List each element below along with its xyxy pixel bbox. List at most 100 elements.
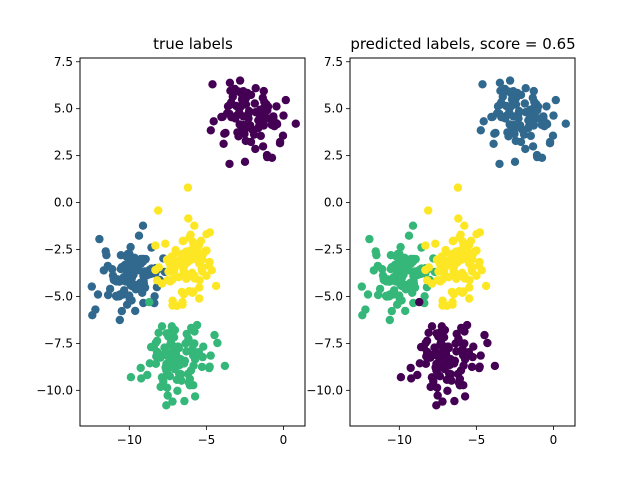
scatter-point	[185, 374, 195, 384]
scatter-point	[396, 373, 406, 382]
scatter-point	[151, 265, 160, 275]
scatter-point	[409, 279, 419, 288]
scatter-point	[156, 382, 165, 392]
scatter-point	[166, 277, 175, 286]
scatter-point	[456, 230, 465, 239]
scatter-point	[217, 112, 226, 122]
scatter-point	[192, 246, 202, 255]
scatter-point	[476, 351, 485, 360]
scatter-point	[95, 234, 104, 244]
scatter-point	[561, 119, 570, 128]
scatter-point	[460, 339, 469, 348]
scatter-point	[401, 306, 410, 316]
scatter-point	[162, 383, 172, 392]
scatter-point	[195, 283, 204, 292]
scatter-point	[102, 250, 111, 260]
scatter-point	[281, 95, 290, 105]
scatter-point	[408, 221, 418, 230]
y-tick-label: −7.5	[44, 336, 73, 350]
scatter-point	[495, 78, 505, 88]
x-tick-label: −5	[198, 433, 216, 447]
scatter-point	[258, 116, 267, 126]
scatter-point	[112, 277, 121, 286]
scatter-point	[528, 108, 538, 117]
scatter-point	[256, 131, 265, 141]
scatter-point	[435, 354, 444, 363]
scatter-point	[258, 142, 268, 151]
scatter-point	[480, 330, 489, 340]
scatter-point	[497, 113, 506, 122]
scatter-point	[441, 358, 450, 367]
scatter-point	[421, 241, 430, 250]
x-tick-label: −5	[468, 433, 486, 447]
scatter-point	[145, 359, 154, 368]
scatter-point	[468, 352, 477, 362]
x-axis-ticks: −10 −5 0	[387, 426, 558, 447]
scatter-point	[433, 391, 442, 400]
scatter-point	[513, 88, 522, 98]
scatter-point	[190, 339, 199, 348]
scatter-point	[426, 382, 435, 392]
y-tick-label: 2.5	[54, 149, 73, 163]
scatter-point	[520, 99, 529, 108]
scatter-point	[363, 290, 373, 299]
scatter-point	[241, 100, 251, 109]
scatter-point	[435, 372, 445, 381]
scatter-point	[476, 126, 485, 135]
scatter-point	[153, 276, 162, 285]
scatter-point	[116, 264, 126, 274]
scatter-point	[184, 270, 193, 279]
scatter-point	[532, 100, 541, 109]
scatter-point	[197, 362, 207, 372]
scatter-point	[539, 114, 548, 123]
scatter-point	[549, 111, 558, 120]
scatter-point	[190, 221, 199, 230]
scatter-point	[180, 356, 190, 365]
scatter-point	[490, 129, 499, 138]
scatter-point	[137, 374, 146, 383]
scatter-point	[511, 100, 521, 109]
scatter-point	[462, 320, 472, 330]
scatter-point	[154, 206, 163, 215]
scatter-point	[437, 322, 446, 331]
scatter-point	[423, 276, 432, 285]
scatter-point	[186, 230, 195, 239]
y-tick-label: 0.0	[54, 196, 73, 210]
scatter-point	[478, 80, 487, 89]
scatter-point	[489, 139, 498, 148]
scatter-point	[450, 396, 459, 406]
scatter-point	[259, 86, 268, 96]
scatter-point	[272, 102, 281, 111]
scatter-point	[439, 333, 449, 342]
scatter-point	[206, 351, 215, 360]
scatter-point	[239, 112, 248, 121]
scatter-point	[382, 292, 391, 301]
scatter-point	[545, 139, 555, 148]
scatter-point	[465, 257, 475, 267]
scatter-points	[87, 76, 300, 410]
scatter-point	[225, 159, 234, 169]
scatter-point	[447, 287, 457, 297]
scatter-point	[357, 282, 366, 291]
scatter-point	[126, 242, 135, 252]
scatter-point	[529, 86, 538, 96]
scatter-point	[208, 80, 217, 89]
y-tick-label: −10.0	[306, 383, 343, 397]
scatter-point	[239, 120, 249, 130]
scatter-point	[424, 328, 433, 337]
x-tick-label: 0	[550, 433, 558, 447]
panel-title: predicted labels, score = 0.65	[350, 35, 575, 53]
scatter-point	[438, 301, 447, 310]
x-tick-label: −10	[387, 433, 412, 447]
scatter-point	[419, 343, 428, 352]
y-tick-label: −2.5	[44, 243, 73, 257]
scatter-point	[365, 234, 374, 244]
y-tick-label: 5.0	[324, 102, 343, 116]
scatter-point	[438, 397, 447, 406]
scatter-point	[258, 93, 267, 103]
scatter-point	[234, 132, 243, 141]
scatter-point	[479, 117, 488, 126]
scatter-point	[220, 129, 229, 138]
scatter-point	[472, 230, 481, 239]
